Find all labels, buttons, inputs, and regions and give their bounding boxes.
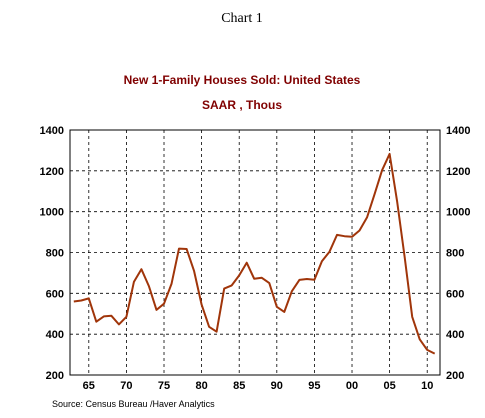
y-tick-label-left: 400	[46, 329, 64, 341]
x-tick-label: 90	[271, 380, 283, 392]
y-tick-label-right: 400	[446, 329, 464, 341]
chart-subtitle: SAAR , Thous	[202, 98, 282, 112]
source-note: Source: Census Bureau /Haver Analytics	[52, 399, 215, 409]
y-tick-label-left: 200	[46, 370, 64, 382]
x-tick-label: 10	[421, 380, 433, 392]
grid-lines	[70, 130, 440, 375]
x-tick-label: 00	[346, 380, 358, 392]
y-tick-label-left: 600	[46, 288, 64, 300]
y-tick-label-left: 1400	[40, 125, 64, 137]
y-tick-label-right: 1400	[446, 125, 470, 137]
y-tick-label-left: 800	[46, 248, 64, 260]
x-tick-label: 70	[120, 380, 132, 392]
chart-title: New 1-Family Houses Sold: United States	[124, 73, 361, 87]
series-line	[73, 152, 436, 355]
y-tick-label-right: 800	[446, 248, 464, 260]
x-tick-label: 75	[158, 380, 170, 392]
x-tick-label: 80	[195, 380, 207, 392]
series-layer	[73, 152, 436, 355]
y-tick-label-left: 1000	[40, 207, 64, 219]
y-tick-label-right: 600	[446, 288, 464, 300]
chart-caption: Chart 1	[221, 11, 263, 26]
x-tick-label: 65	[83, 380, 95, 392]
y-tick-label-right: 200	[446, 370, 464, 382]
x-tick-label: 95	[308, 380, 320, 392]
plot-frame	[69, 129, 441, 376]
x-tick-label: 05	[383, 380, 395, 392]
y-tick-label-left: 1200	[40, 166, 64, 178]
y-tick-label-right: 1000	[446, 207, 470, 219]
x-tick-label: 85	[233, 380, 245, 392]
y-tick-label-right: 1200	[446, 166, 470, 178]
